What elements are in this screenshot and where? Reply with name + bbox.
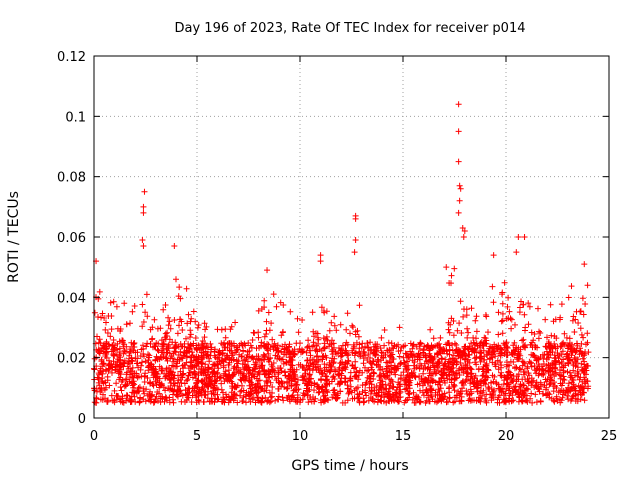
y-tick-label: 0.08: [57, 171, 86, 186]
y-tick-label: 0.06: [57, 231, 86, 246]
axis-ticks: [93, 55, 610, 419]
chart-title: Day 196 of 2023, Rate Of TEC Index for r…: [175, 21, 526, 36]
x-tick-labels: 0 5 10 15 20 25: [90, 429, 617, 444]
data-point: [140, 203, 147, 210]
data-point: [317, 252, 324, 259]
data-point: [581, 261, 588, 268]
data-point: [317, 258, 324, 265]
y-tick-label: 0.1: [65, 110, 86, 125]
x-tick-label: 20: [498, 429, 515, 444]
x-axis-label: GPS time / hours: [291, 458, 408, 474]
y-tick-label: 0: [78, 412, 86, 427]
data-point: [139, 237, 146, 244]
data-point: [141, 188, 148, 195]
data-point: [140, 243, 147, 250]
data-point: [459, 224, 466, 231]
x-tick-label: 15: [395, 429, 412, 444]
data-point: [352, 237, 359, 244]
data-point: [461, 227, 468, 234]
y-tick-label: 0.12: [57, 50, 86, 65]
scatter-cloud: [91, 265, 592, 406]
data-point: [455, 128, 462, 135]
data-point: [140, 209, 147, 216]
data-point: [457, 185, 464, 192]
y-axis-label: ROTI / TECUs: [6, 191, 22, 283]
x-tick-label: 10: [292, 429, 309, 444]
data-point: [171, 243, 178, 250]
data-point: [456, 182, 463, 189]
x-tick-label: 0: [90, 429, 98, 444]
data-point: [455, 101, 462, 108]
x-tick-label: 5: [193, 429, 201, 444]
data-point: [264, 267, 271, 274]
data-point: [352, 215, 359, 222]
data-point: [490, 252, 497, 259]
data-point: [351, 249, 358, 256]
data-point: [460, 234, 467, 240]
data-point: [455, 158, 462, 165]
data-point: [521, 234, 528, 240]
y-tick-label: 0.02: [57, 352, 86, 367]
x-tick-label: 25: [601, 429, 618, 444]
data-point: [513, 249, 520, 256]
data-point: [455, 209, 462, 216]
y-tick-label: 0.04: [57, 291, 86, 306]
y-tick-labels: 0 0.02 0.04 0.06 0.08 0.1 0.12: [57, 50, 86, 427]
data-point: [456, 197, 463, 204]
data-point: [443, 264, 450, 271]
data-point: [515, 234, 522, 240]
grid-lines: [94, 56, 609, 418]
data-points: [91, 101, 592, 406]
